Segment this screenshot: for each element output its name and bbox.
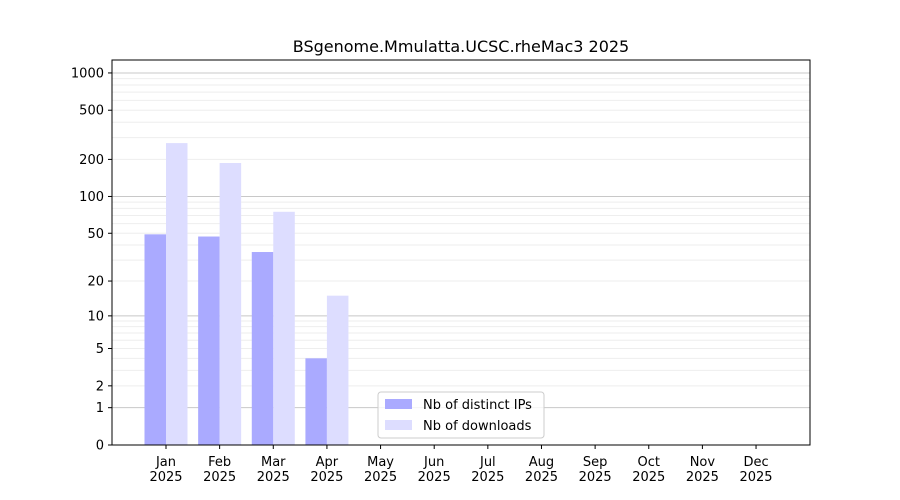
y-tick-label: 1 [96,401,104,416]
y-tick-label: 0 [96,439,104,454]
y-tick-label: 100 [79,190,104,205]
legend: Nb of distinct IPs Nb of downloads [377,391,545,439]
x-tick-label: Jan 2025 [149,455,182,485]
x-tick-label: Jul 2025 [471,455,504,485]
x-tick-label: May 2025 [364,455,397,485]
x-tick-label: Apr 2025 [310,455,343,485]
y-tick-label: 10 [87,309,104,324]
y-tick-label: 200 [79,153,104,168]
chart-title: BSgenome.Mmulatta.UCSC.rheMac3 2025 [293,37,629,56]
y-tick-label: 20 [87,275,104,290]
legend-swatch-ips [385,399,412,409]
y-tick-label: 50 [87,227,104,242]
x-axis: Jan 2025 Feb 2025 Mar 2025 Apr 2025 May 2025 Jun 20… [149,445,773,485]
legend-label-downloads: Nb of downloads [423,419,532,434]
bar-downloads [273,211,295,445]
y-tick-label: 1000 [71,66,104,81]
x-tick-label: Mar 2025 [257,455,290,485]
y-tick-label: 2 [96,379,104,394]
bars [144,143,349,445]
x-tick-label: Oct 2025 [632,455,665,485]
y-axis: 0 1 2 5 10 20 50 100 200 500 1000 [71,66,112,454]
legend-label-ips: Nb of distinct IPs [423,398,532,413]
x-tick-label: Nov 2025 [686,455,719,485]
bar-ips [251,252,274,445]
y-tick-label: 5 [96,342,104,357]
bar-downloads [166,143,188,445]
bar-downloads [219,163,242,445]
x-tick-label: Feb 2025 [203,455,236,485]
legend-swatch-downloads [385,420,412,430]
bar-ips [305,358,327,445]
y-tick-label: 500 [79,104,104,119]
x-tick-label: Aug 2025 [525,455,558,485]
x-tick-label: Sep 2025 [579,455,612,485]
bar-downloads [326,295,349,445]
plot-frame [111,59,811,446]
bar-ips [198,236,220,445]
bar-ips [144,234,166,445]
x-tick-label: Dec 2025 [739,455,772,485]
x-tick-label: Jun 2025 [418,455,451,485]
